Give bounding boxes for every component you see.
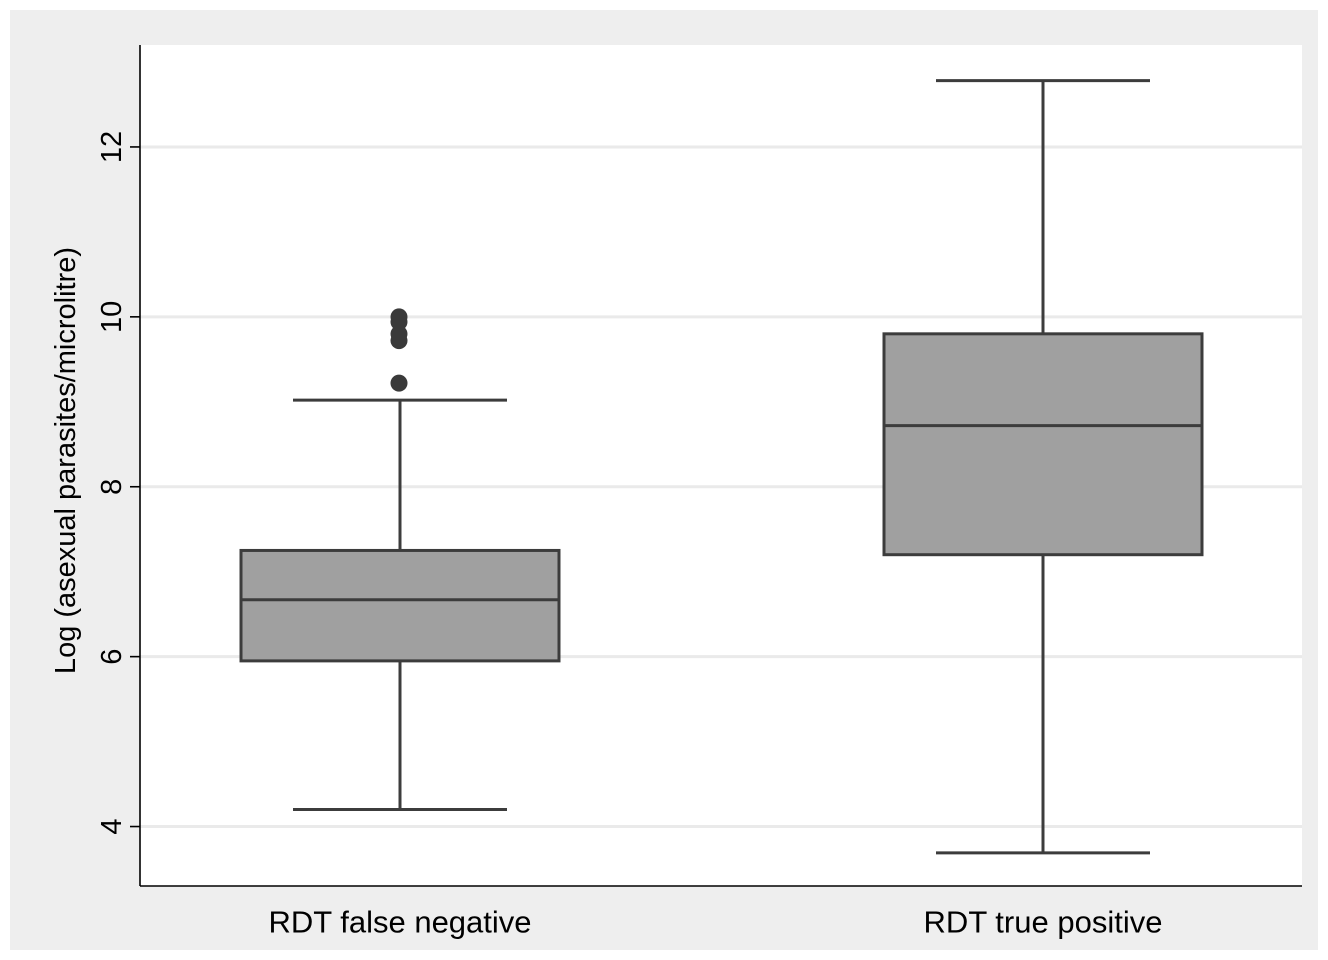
box-group-2: [882, 79, 1204, 855]
x-category-label-2: RDT true positive: [924, 905, 1163, 940]
axes: [130, 45, 1302, 887]
x-category-label-1: RDT false negative: [268, 905, 531, 940]
iqr-box: [882, 332, 1204, 557]
y-tick-label-12: 12: [96, 131, 128, 163]
boxes: [239, 79, 1204, 855]
y-tick-label-4: 4: [96, 818, 128, 834]
y-tick-label-8: 8: [96, 479, 128, 495]
outlier-point: [390, 374, 408, 392]
outlier-point: [390, 325, 408, 343]
labels: 4 6 8 10 12 Log (asexual parasites/microlitre…: [50, 131, 1162, 940]
y-tick-label-6: 6: [96, 649, 128, 665]
y-axis-title: Log (asexual parasites/microlitre): [50, 247, 82, 674]
outlier-point: [390, 308, 408, 326]
box-group-1: [239, 308, 561, 812]
y-tick-label-10: 10: [96, 301, 128, 333]
iqr-box: [239, 548, 561, 663]
